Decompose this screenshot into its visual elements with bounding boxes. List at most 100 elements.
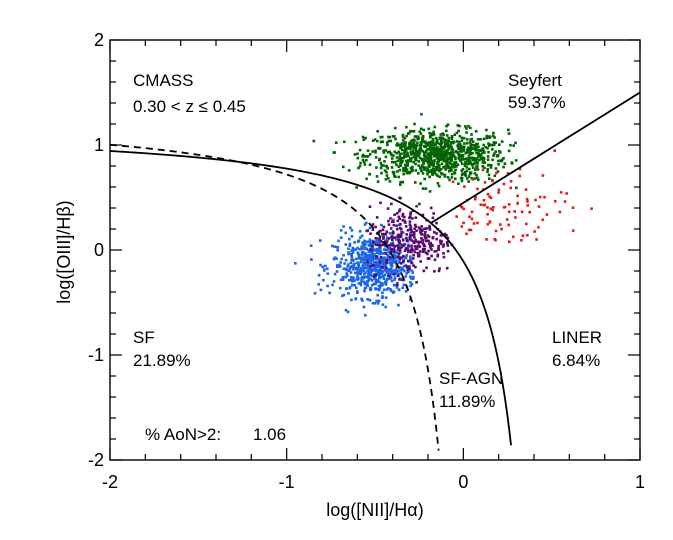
- data-point: [481, 168, 485, 172]
- data-point: [500, 227, 503, 231]
- data-point: [392, 247, 396, 251]
- data-point: [409, 237, 412, 241]
- data-point: [385, 174, 389, 177]
- data-point: [454, 156, 457, 159]
- data-point: [433, 150, 436, 154]
- data-point: [418, 245, 422, 248]
- data-point: [451, 164, 454, 167]
- data-point: [400, 161, 404, 164]
- data-point: [378, 280, 381, 284]
- data-point: [515, 186, 518, 190]
- data-point: [377, 284, 381, 288]
- data-point: [422, 140, 425, 143]
- data-point: [379, 265, 382, 269]
- data-point: [563, 200, 567, 203]
- data-point: [429, 153, 433, 156]
- data-point: [364, 271, 367, 274]
- data-point: [370, 252, 374, 255]
- data-point: [383, 169, 387, 172]
- data-point: [414, 181, 417, 184]
- data-point: [349, 261, 353, 265]
- data-point: [368, 226, 372, 230]
- data-point: [438, 137, 442, 141]
- data-point: [398, 261, 401, 264]
- data-point: [460, 144, 463, 148]
- series-seyfert: [312, 112, 518, 208]
- data-point: [440, 172, 443, 175]
- data-point: [294, 262, 297, 265]
- data-point: [467, 146, 470, 149]
- data-point: [408, 267, 411, 271]
- data-point: [344, 308, 348, 312]
- data-point: [376, 293, 379, 297]
- data-point: [414, 225, 418, 228]
- data-point: [514, 159, 518, 162]
- data-point: [427, 157, 431, 161]
- data-point: [399, 272, 403, 275]
- data-point: [374, 287, 377, 291]
- data-point: [353, 283, 356, 287]
- data-point: [430, 170, 433, 173]
- data-point: [442, 150, 446, 154]
- data-point: [356, 246, 359, 250]
- data-point: [507, 203, 511, 206]
- data-point: [400, 148, 404, 152]
- data-point: [404, 148, 408, 151]
- data-point: [431, 151, 435, 155]
- data-point: [457, 182, 460, 185]
- data-point: [516, 202, 519, 205]
- data-point: [375, 280, 379, 284]
- data-point: [417, 154, 421, 157]
- data-point: [347, 292, 350, 295]
- data-point: [449, 166, 453, 169]
- data-point: [470, 143, 473, 147]
- data-point: [355, 286, 358, 290]
- data-point: [382, 243, 385, 247]
- data-point: [396, 283, 399, 287]
- data-point: [398, 217, 401, 221]
- data-point: [399, 222, 402, 226]
- data-point: [483, 161, 487, 164]
- data-point: [467, 157, 470, 160]
- data-point: [395, 227, 399, 231]
- data-point: [387, 287, 390, 290]
- x-tick-label: -1: [279, 472, 295, 492]
- data-point: [385, 260, 389, 263]
- data-point: [506, 172, 510, 175]
- data-point: [414, 146, 418, 149]
- data-point: [372, 282, 375, 286]
- data-point: [486, 168, 489, 171]
- data-point: [430, 140, 433, 143]
- data-point: [370, 248, 373, 252]
- scatter-points: [294, 112, 593, 317]
- data-point: [402, 139, 405, 142]
- data-point: [356, 291, 359, 295]
- data-point: [356, 270, 359, 273]
- data-point: [393, 150, 397, 154]
- data-point: [475, 151, 478, 155]
- x-tick-label: 1: [635, 472, 645, 492]
- data-point: [383, 281, 386, 285]
- data-point: [439, 144, 443, 147]
- data-point: [407, 249, 410, 253]
- data-point: [465, 166, 468, 169]
- data-point: [336, 245, 339, 249]
- data-point: [382, 258, 385, 262]
- data-point: [391, 170, 395, 174]
- y-tick-label: -2: [88, 450, 104, 470]
- data-point: [410, 244, 413, 248]
- data-point: [381, 228, 385, 232]
- data-point: [390, 243, 393, 247]
- data-point: [435, 138, 439, 142]
- data-point: [412, 143, 416, 147]
- data-point: [443, 144, 447, 148]
- data-point: [348, 237, 351, 241]
- data-point: [357, 282, 361, 285]
- data-point: [403, 264, 406, 268]
- data-point: [391, 238, 394, 242]
- data-point: [424, 230, 427, 234]
- data-point: [440, 162, 444, 166]
- data-point: [454, 168, 457, 172]
- data-point: [421, 139, 424, 142]
